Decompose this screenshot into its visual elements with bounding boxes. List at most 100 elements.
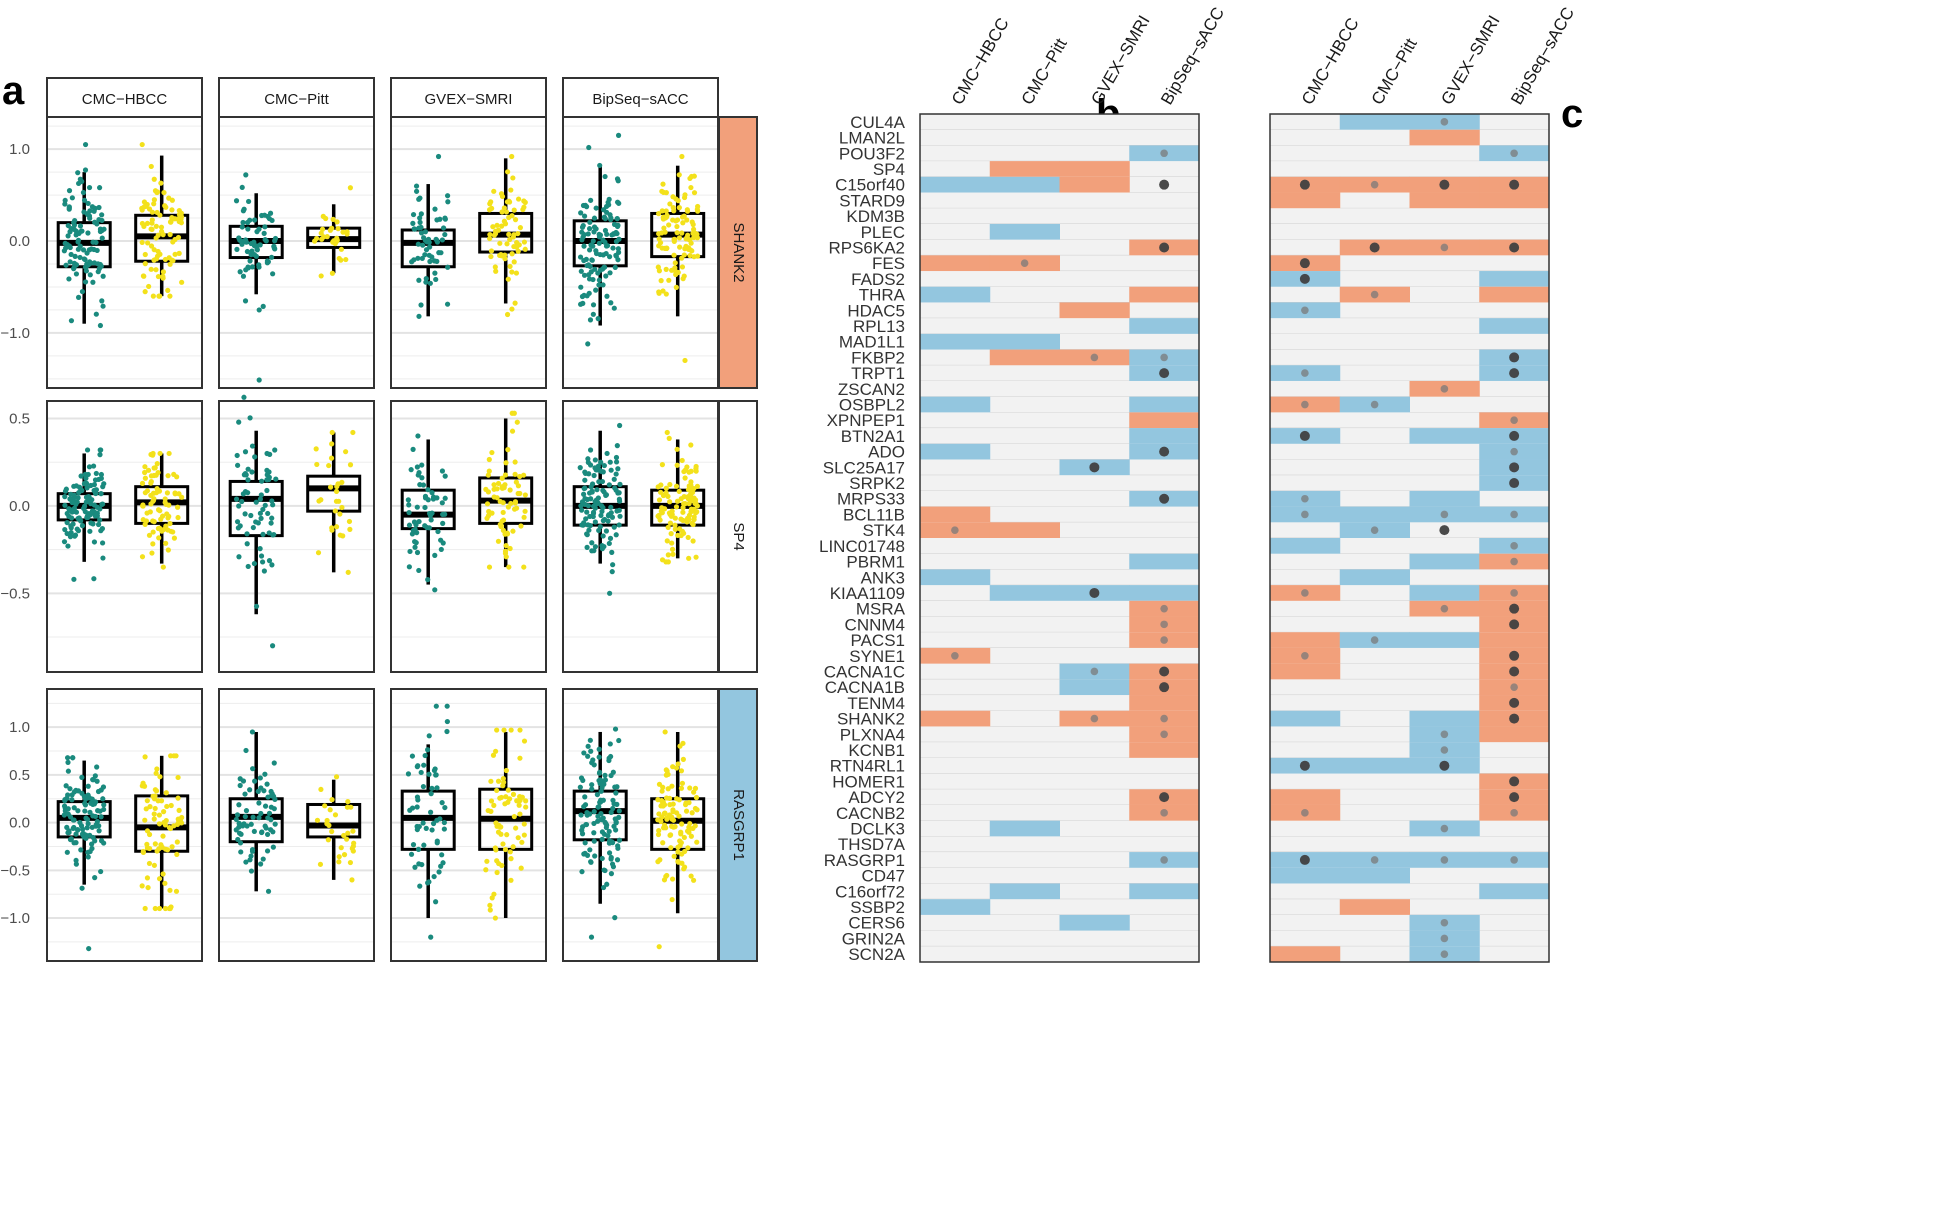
sample-point [667, 802, 673, 808]
sample-point [98, 475, 104, 481]
sample-point [71, 508, 77, 514]
sample-point [329, 270, 336, 276]
significance-dot [1509, 179, 1520, 190]
sample-point [669, 546, 676, 552]
sample-point [486, 456, 492, 463]
sample-point [416, 567, 422, 574]
significance-dot [1160, 604, 1168, 613]
sample-point [253, 499, 259, 505]
heatmap-cell [1409, 553, 1480, 570]
sample-point [81, 256, 87, 262]
sample-point [428, 791, 434, 797]
sample-point [590, 276, 596, 283]
sample-point [97, 452, 103, 458]
sample-point [600, 884, 607, 891]
sample-point [153, 472, 159, 478]
sample-point [98, 868, 104, 875]
sample-point [85, 230, 91, 236]
significance-dot [1510, 809, 1518, 817]
heatmap-cell [1129, 742, 1200, 759]
sample-point [688, 240, 694, 246]
sample-point [79, 523, 86, 529]
sample-point [672, 515, 678, 521]
sample-point [72, 253, 78, 259]
sample-point [600, 282, 606, 288]
gene-label: MSRA [856, 600, 906, 619]
significance-dot [1370, 290, 1379, 299]
sample-point [431, 258, 438, 264]
sample-point [97, 185, 103, 191]
gene-label: BCL11B [843, 505, 905, 524]
sample-point [145, 884, 151, 891]
sample-point [91, 260, 98, 266]
sample-point [416, 196, 422, 202]
sample-point [664, 872, 670, 879]
sample-point [577, 784, 583, 790]
sample-point [160, 275, 166, 281]
sample-point [140, 503, 146, 509]
sample-point [329, 797, 335, 803]
sample-point [406, 564, 412, 570]
sample-point [168, 802, 174, 809]
heatmap-cell [1479, 286, 1550, 303]
sample-point [164, 490, 171, 496]
sample-point [667, 832, 674, 838]
sample-point [264, 260, 270, 266]
significance-dot [1299, 273, 1310, 284]
sample-point [681, 273, 687, 279]
sample-point [89, 824, 95, 830]
sample-point [350, 848, 356, 854]
sample-point [581, 243, 587, 249]
sample-point [75, 528, 82, 534]
sample-point [578, 503, 584, 509]
sample-point [508, 727, 514, 733]
sample-point [262, 771, 268, 777]
sample-point [418, 224, 424, 230]
sample-point [608, 856, 614, 862]
column-label: CMC−HBCC [1298, 15, 1363, 108]
sample-point [503, 554, 509, 560]
gene-strip [718, 116, 758, 389]
sample-point [239, 184, 245, 191]
heatmap-cell [920, 569, 991, 586]
sample-point [694, 483, 701, 489]
sample-point [243, 859, 249, 865]
sample-point [242, 449, 249, 455]
sample-point [329, 429, 335, 436]
strip-header-box [218, 77, 375, 118]
sample-point [670, 551, 676, 557]
heatmap-cell [1129, 553, 1200, 570]
sample-point [672, 522, 678, 528]
sample-point [587, 847, 593, 853]
sample-point [154, 253, 161, 259]
sample-point [426, 733, 432, 739]
sample-point [81, 197, 88, 203]
sample-point [101, 840, 107, 846]
sample-point [679, 264, 686, 270]
sample-point [251, 828, 257, 835]
sample-point [265, 888, 272, 894]
sample-point [589, 782, 595, 788]
heatmap-cell [1270, 710, 1341, 727]
sample-point [257, 510, 263, 516]
sample-point [414, 794, 421, 800]
sample-point [248, 821, 254, 827]
sample-point [502, 221, 509, 227]
sample-point [660, 840, 666, 846]
sample-point [75, 495, 81, 501]
sample-point [508, 187, 514, 193]
gene-label: ANK3 [861, 568, 905, 587]
sample-point [416, 518, 422, 525]
sample-point [332, 812, 339, 818]
sample-point [677, 743, 683, 749]
sample-point [509, 410, 515, 416]
sample-point [584, 531, 590, 537]
sample-point [150, 541, 156, 547]
sample-point [442, 495, 448, 501]
significance-dot [951, 526, 959, 534]
sample-point [243, 172, 249, 178]
facet-background [563, 117, 718, 388]
sample-point [174, 504, 181, 510]
sample-point [146, 283, 152, 290]
sample-point [243, 267, 249, 273]
